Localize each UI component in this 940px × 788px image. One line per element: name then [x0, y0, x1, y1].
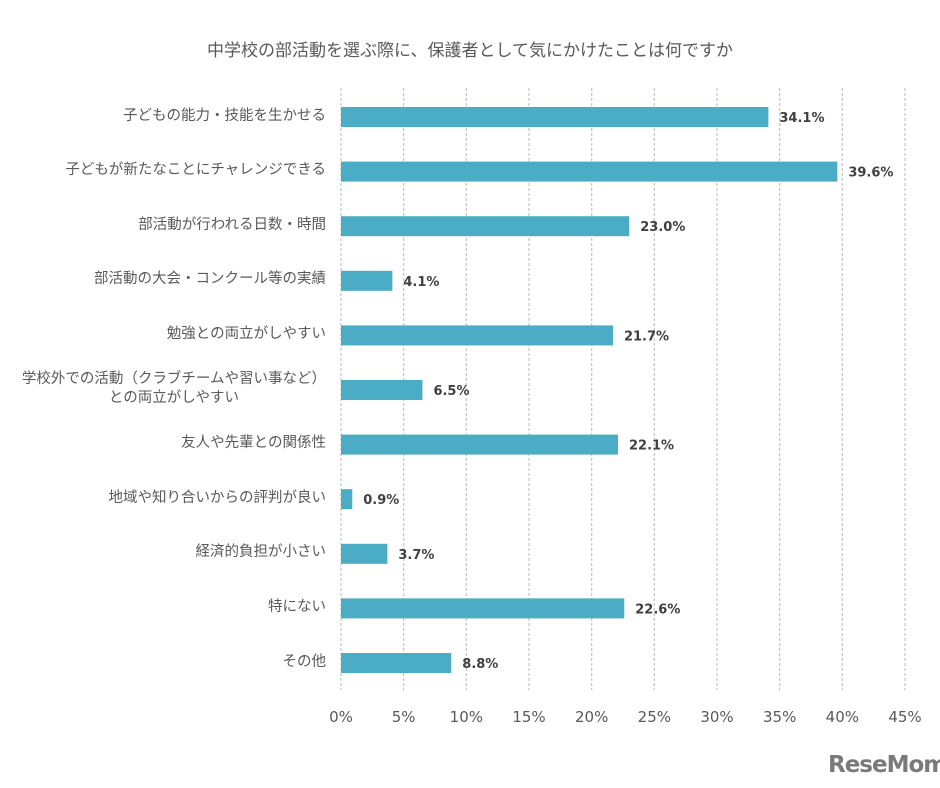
data-label: 22.6%: [635, 602, 680, 617]
x-tick-label: 15%: [512, 708, 545, 726]
category-label: 学校外での活動（クラブチームや習い事など） との両立がしやすい: [21, 371, 326, 406]
data-label: 8.8%: [462, 657, 498, 672]
bar: [341, 489, 353, 510]
data-label: 4.1%: [403, 275, 439, 290]
category-label: 部活動が行われる日数・時間: [138, 216, 326, 233]
bar: [341, 380, 423, 400]
x-tick-label: 30%: [700, 708, 733, 726]
x-tick-label: 40%: [826, 708, 859, 726]
bar: [341, 598, 625, 619]
data-label: 22.1%: [629, 439, 674, 454]
x-tick-label: 10%: [450, 708, 483, 726]
bar: [341, 434, 618, 455]
bar: [341, 325, 613, 346]
resemom-logo: ReseMom: [828, 752, 940, 778]
bar: [341, 161, 838, 182]
category-label: 経済的負担が小さい: [195, 544, 327, 561]
category-label: 子どもの能力・技能を生かせる: [123, 107, 326, 124]
data-label: 6.5%: [433, 384, 469, 399]
x-tick-label: 25%: [638, 708, 671, 726]
category-label: 勉強との両立がしやすい: [166, 325, 326, 342]
x-tick-label: 0%: [329, 708, 353, 726]
bar: [341, 270, 393, 291]
data-label: 34.1%: [779, 111, 824, 126]
data-label: 21.7%: [624, 329, 669, 344]
x-tick-label: 35%: [763, 708, 796, 726]
category-label: 地域や知り合いからの評判が良い: [108, 489, 327, 506]
bar: [341, 543, 388, 564]
data-label: 0.9%: [363, 493, 399, 508]
x-tick-label: 20%: [575, 708, 608, 726]
category-label: 友人や先輩との関係性: [181, 435, 326, 452]
data-label: 23.0%: [640, 220, 685, 235]
category-label: 特にない: [268, 598, 326, 615]
bar: [341, 216, 630, 237]
bar: [341, 653, 452, 673]
category-label: その他: [282, 653, 327, 670]
category-label: 部活動の大会・コンクール等の実績: [94, 271, 326, 288]
x-tick-label: 5%: [392, 708, 416, 726]
data-label: 39.6%: [848, 166, 893, 181]
chart-title: 中学校の部活動を選ぶ際に、保護者として気にかけたことは何ですか: [207, 41, 733, 61]
bar: [341, 107, 769, 127]
category-label: 子どもが新たなことにチャレンジできる: [65, 162, 326, 179]
data-label: 3.7%: [398, 548, 434, 563]
x-tick-label: 45%: [888, 708, 921, 726]
